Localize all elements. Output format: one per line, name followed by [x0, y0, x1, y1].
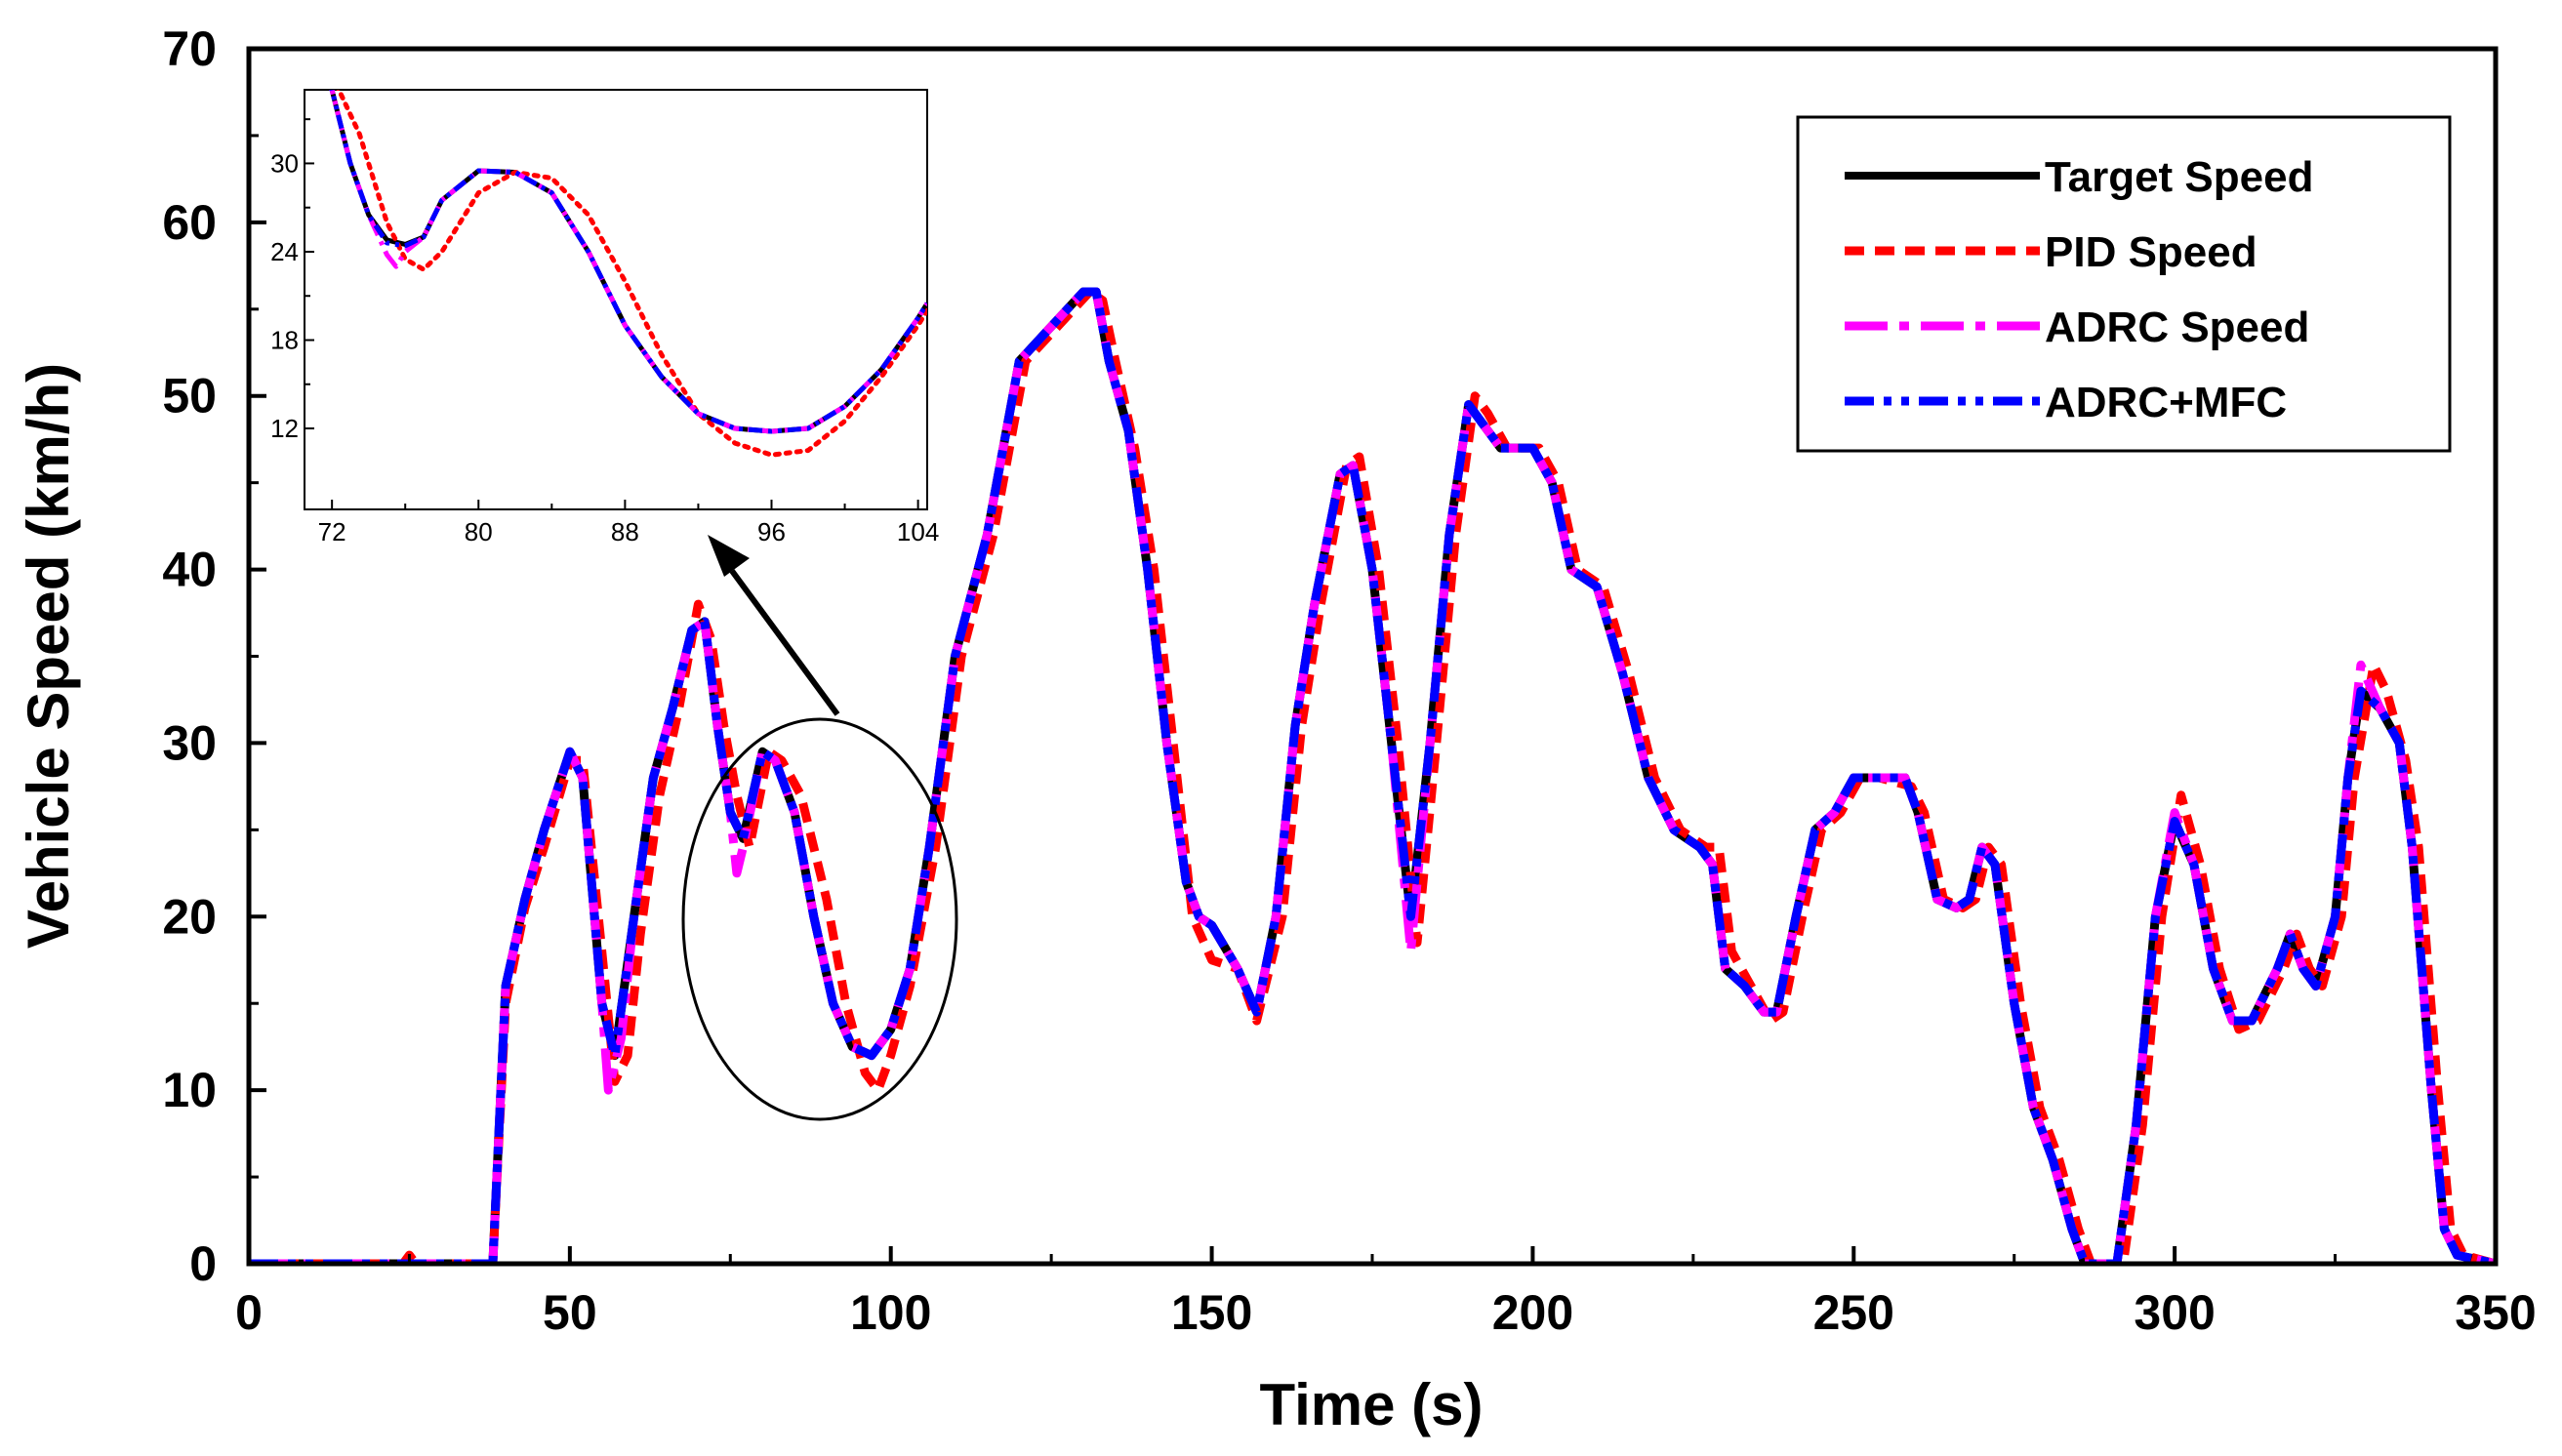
- x-tick-label: 100: [850, 1285, 931, 1340]
- inset-x-tick-label: 72: [318, 517, 346, 546]
- y-tick-label: 40: [162, 543, 217, 597]
- x-tick-label: 350: [2455, 1285, 2536, 1340]
- y-axis-title: Vehicle Speed (km/h): [16, 363, 81, 949]
- zoom-arrow-head: [708, 535, 750, 577]
- x-tick-label: 150: [1171, 1285, 1252, 1340]
- y-tick-label: 0: [189, 1236, 217, 1291]
- inset-x-tick-label: 88: [611, 517, 639, 546]
- series-line-mfc: [249, 287, 2496, 1264]
- x-tick-label: 250: [1813, 1285, 1894, 1340]
- zoom-ellipse: [681, 717, 958, 1121]
- y-tick-label: 60: [162, 195, 217, 250]
- y-tick-label: 50: [162, 369, 217, 424]
- inset-y-tick-label: 18: [270, 325, 299, 354]
- legend: Target Speed PID Speed ADRC Speed ADRC+M…: [1796, 115, 2452, 453]
- inset-series-line-pid: [336, 90, 927, 458]
- series-line-adrc: [249, 287, 2496, 1264]
- legend-label-adrc: ADRC Speed: [2045, 303, 2309, 351]
- inset-x-tick-label: 96: [757, 517, 786, 546]
- inset-box: [304, 89, 928, 510]
- legend-label-mfc: ADRC+MFC: [2045, 379, 2287, 426]
- x-tick-label: 0: [235, 1285, 263, 1340]
- zoom-arrow-shaft: [729, 569, 840, 716]
- inset-axes: 72 80 88 96 104 12 18 24 30: [270, 118, 939, 546]
- legend-label-target: Target Speed: [2045, 153, 2313, 201]
- y-tick-label: 70: [162, 21, 217, 76]
- x-tick-label: 300: [2134, 1285, 2215, 1340]
- inset-series-line-mfc: [329, 90, 927, 434]
- legend-label-pid: PID Speed: [2045, 228, 2257, 276]
- inset-y-tick-label: 24: [270, 237, 299, 266]
- inset-x-tick-label: 80: [465, 517, 493, 546]
- x-tick-label: 200: [1492, 1285, 1573, 1340]
- inset-x-tick-label: 104: [897, 517, 939, 546]
- y-tick-label: 30: [162, 715, 217, 770]
- inset-y-tick-label: 30: [270, 148, 299, 178]
- y-tick-label: 20: [162, 889, 217, 944]
- inset-y-tick-label: 12: [270, 414, 299, 443]
- x-tick-label: 50: [543, 1285, 597, 1340]
- inset-series-layer: [329, 90, 927, 458]
- series-layer: [249, 287, 2496, 1264]
- x-axis-title: Time (s): [1260, 1372, 1484, 1437]
- main-axes: 0 50 100 150 200 250 300 350 0 10 20 30 40 50 60 70: [162, 21, 2536, 1340]
- y-tick-label: 10: [162, 1063, 217, 1117]
